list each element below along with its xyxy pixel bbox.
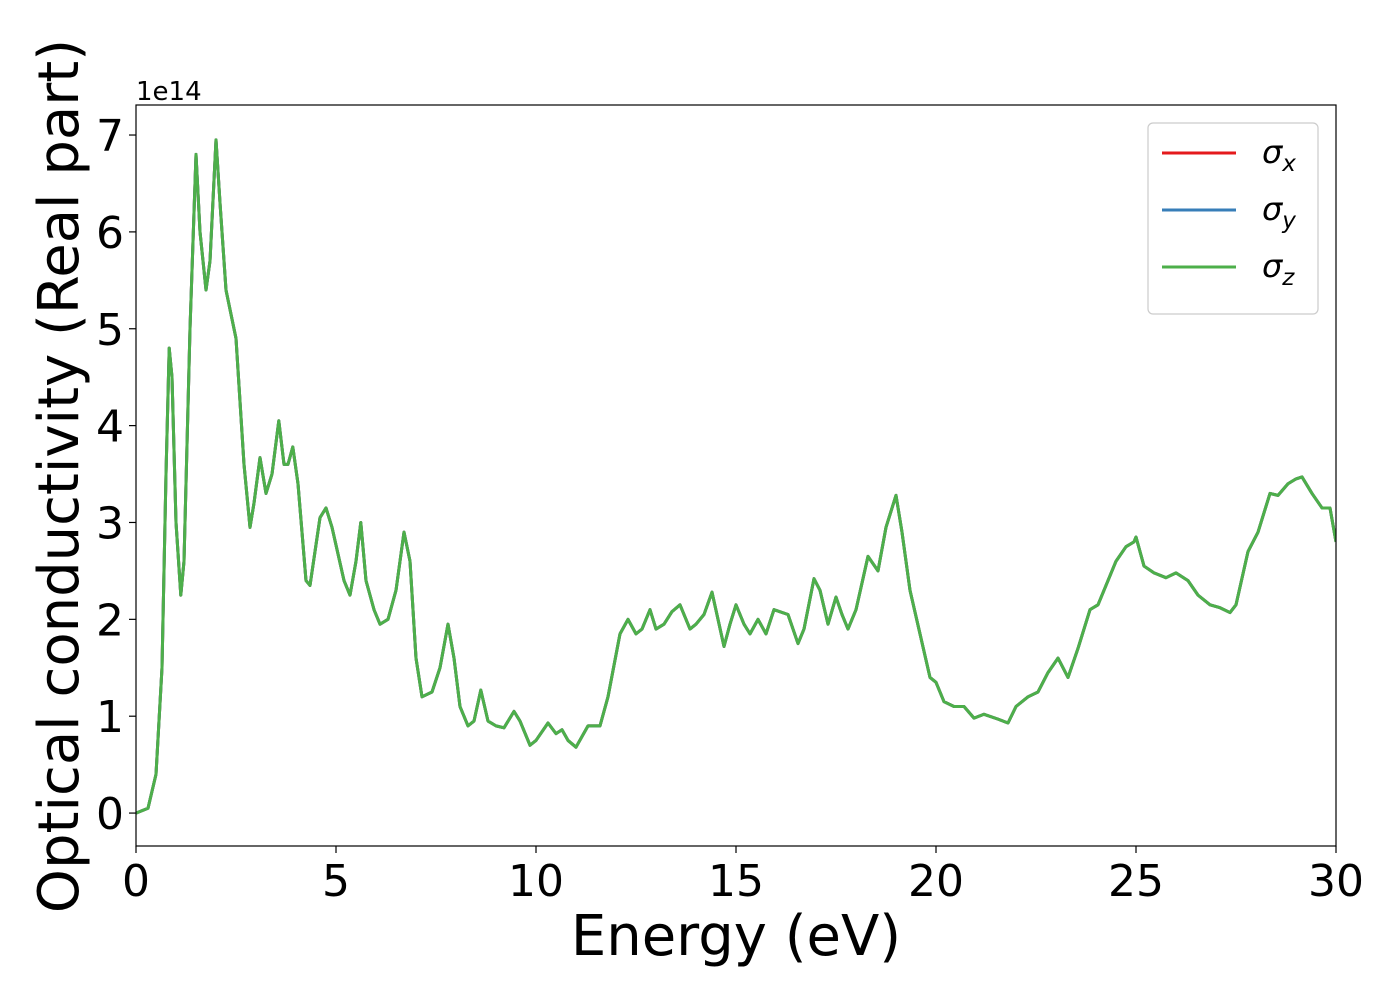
- y-axis-label: Optical conductivity (Real part): [27, 39, 92, 913]
- axes-frame: [135, 104, 1337, 847]
- x-tick-label: 30: [1308, 856, 1364, 907]
- x-tick-label: 15: [708, 856, 764, 907]
- x-tick-label: 0: [122, 856, 150, 907]
- y-tick-label: 5: [96, 305, 124, 356]
- y-tick-label: 0: [96, 789, 124, 840]
- y-tick-label: 2: [96, 595, 124, 646]
- y-tick-label: 3: [96, 498, 124, 549]
- legend-label: σz: [1262, 247, 1295, 291]
- x-tick-label: 20: [908, 856, 964, 907]
- series-line: [136, 138, 1336, 815]
- y-tick-label: 6: [96, 208, 124, 259]
- x-tick-label: 5: [322, 856, 350, 907]
- x-tick-label: 25: [1108, 856, 1164, 907]
- plot-area: [136, 138, 1336, 815]
- y-tick-label: 7: [96, 111, 124, 162]
- x-tick-label: 10: [508, 856, 564, 907]
- legend-label: σy: [1262, 190, 1296, 234]
- y-offset-text: 1e14: [136, 77, 202, 107]
- y-tick-label: 4: [96, 402, 124, 453]
- x-axis-label: Energy (eV): [571, 904, 901, 969]
- legend-label: σx: [1262, 133, 1296, 177]
- y-tick-label: 1: [96, 692, 124, 743]
